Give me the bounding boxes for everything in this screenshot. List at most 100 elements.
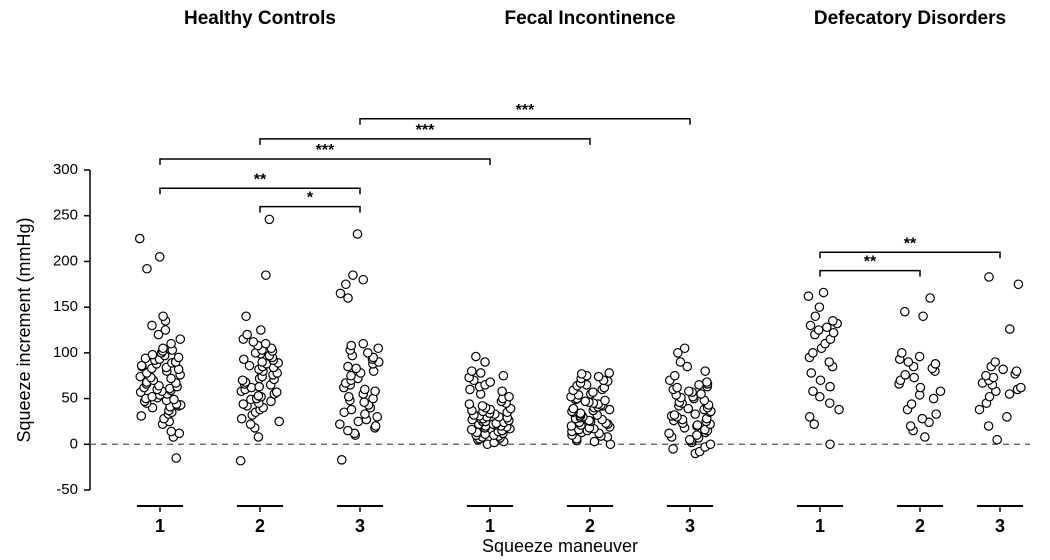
- y-tick-label: 250: [53, 207, 78, 224]
- data-point: [915, 352, 923, 360]
- data-point: [167, 340, 175, 348]
- significance-label: ***: [316, 142, 335, 159]
- data-point: [240, 355, 248, 363]
- significance-label: **: [864, 254, 877, 271]
- data-point: [254, 433, 262, 441]
- x-tick-label: 1: [815, 516, 825, 536]
- data-point: [809, 387, 817, 395]
- data-point: [919, 312, 927, 320]
- data-point: [982, 372, 990, 380]
- data-point: [904, 358, 912, 366]
- data-point: [807, 369, 815, 377]
- data-point: [589, 388, 597, 396]
- data-point: [916, 383, 924, 391]
- data-point: [353, 230, 361, 238]
- data-point: [136, 234, 144, 242]
- data-point: [826, 399, 834, 407]
- data-point: [347, 341, 355, 349]
- data-point: [594, 372, 602, 380]
- data-point: [143, 265, 151, 273]
- data-point: [697, 390, 705, 398]
- data-point: [242, 312, 250, 320]
- data-point: [918, 414, 926, 422]
- y-tick-label: 100: [53, 344, 78, 361]
- data-point: [811, 312, 819, 320]
- data-point: [477, 369, 485, 377]
- data-point: [693, 431, 701, 439]
- data-point: [991, 358, 999, 366]
- data-point: [1014, 280, 1022, 288]
- significance-bracket: [820, 271, 920, 277]
- data-point: [581, 397, 589, 405]
- data-point: [936, 387, 944, 395]
- significance-label: ***: [516, 102, 535, 119]
- data-point: [499, 372, 507, 380]
- data-point: [481, 358, 489, 366]
- data-point: [1005, 390, 1013, 398]
- data-point: [478, 402, 486, 410]
- data-point: [1003, 413, 1011, 421]
- significance-bracket: [260, 139, 590, 145]
- data-point: [344, 426, 352, 434]
- data-point: [826, 440, 834, 448]
- data-point: [359, 340, 367, 348]
- data-point: [237, 414, 245, 422]
- data-point: [262, 271, 270, 279]
- data-point: [352, 364, 360, 372]
- data-point: [466, 385, 474, 393]
- data-point: [275, 417, 283, 425]
- data-point: [374, 344, 382, 352]
- data-point: [249, 338, 257, 346]
- data-point: [148, 350, 156, 358]
- data-point: [472, 352, 480, 360]
- data-point: [273, 388, 281, 396]
- data-point: [901, 371, 909, 379]
- chart-svg: -50050100150200250300Squeeze increment (…: [0, 0, 1050, 560]
- data-point: [239, 400, 247, 408]
- data-point: [486, 378, 494, 386]
- data-point: [261, 340, 269, 348]
- x-axis-title: Squeeze maneuver: [482, 536, 638, 556]
- data-point: [336, 420, 344, 428]
- data-point: [815, 303, 823, 311]
- data-point: [993, 436, 1001, 444]
- data-point: [175, 429, 183, 437]
- data-point: [932, 410, 940, 418]
- data-point: [336, 289, 344, 297]
- x-tick-label: 1: [485, 516, 495, 536]
- data-point: [371, 387, 379, 395]
- data-point: [601, 396, 609, 404]
- data-point: [809, 349, 817, 357]
- data-point: [172, 454, 180, 462]
- data-point: [347, 405, 355, 413]
- data-point: [361, 385, 369, 393]
- data-point: [243, 330, 251, 338]
- x-tick-label: 2: [585, 516, 595, 536]
- significance-label: *: [307, 190, 314, 207]
- y-tick-label: 50: [61, 390, 78, 407]
- data-point: [926, 294, 934, 302]
- data-point: [236, 457, 244, 465]
- data-point: [898, 349, 906, 357]
- data-point: [148, 321, 156, 329]
- data-point: [826, 382, 834, 390]
- strip-plot-chart: -50050100150200250300Squeeze increment (…: [0, 0, 1050, 560]
- data-point: [167, 427, 175, 435]
- data-point: [345, 393, 353, 401]
- data-point: [246, 420, 254, 428]
- data-point: [1006, 325, 1014, 333]
- y-tick-label: 0: [70, 435, 78, 452]
- data-point: [605, 369, 613, 377]
- data-point: [159, 344, 167, 352]
- y-tick-label: 200: [53, 252, 78, 269]
- data-point: [137, 412, 145, 420]
- data-point: [258, 358, 266, 366]
- data-point: [498, 387, 506, 395]
- data-point: [825, 358, 833, 366]
- data-point: [371, 422, 379, 430]
- x-tick-label: 2: [915, 516, 925, 536]
- data-point: [159, 312, 167, 320]
- data-point: [174, 353, 182, 361]
- data-point: [701, 367, 709, 375]
- data-point: [344, 294, 352, 302]
